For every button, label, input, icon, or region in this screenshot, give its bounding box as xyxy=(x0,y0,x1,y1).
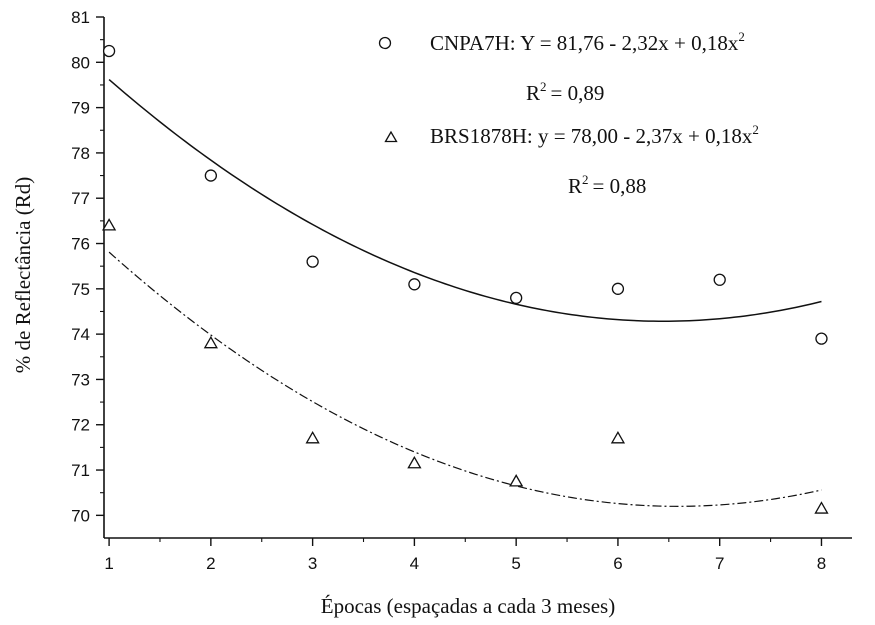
y-axis-title: % de Reflectância (Rd) xyxy=(11,177,35,374)
point-cnpa7h xyxy=(204,169,218,182)
point-brs1878h xyxy=(305,431,320,444)
y-tick-label: 75 xyxy=(71,280,90,299)
y-tick-label: 70 xyxy=(71,506,90,525)
x-axis-title: Épocas (espaçadas a cada 3 meses) xyxy=(321,594,615,618)
y-tick-label: 74 xyxy=(71,325,90,344)
legend-marker-triangle xyxy=(384,130,398,143)
x-ticks: 1 2 3 4 5 6 7 8 xyxy=(104,538,826,573)
legend-r2-cnpa7h: R2 = 0,89 xyxy=(526,79,604,105)
x-tick-label: 3 xyxy=(308,554,317,573)
point-brs1878h xyxy=(101,218,117,231)
point-brs1878h xyxy=(407,455,422,469)
point-cnpa7h xyxy=(713,273,726,286)
point-brs1878h xyxy=(203,335,218,349)
legend-series-name: BRS1878H xyxy=(430,124,527,148)
legend-series-separator: : xyxy=(510,31,520,55)
x-tick-label: 8 xyxy=(817,554,826,573)
legend-r2-label: R xyxy=(568,174,582,198)
legend-series-name: CNPA7H xyxy=(430,31,510,55)
y-tick-label: 80 xyxy=(71,53,90,72)
legend-r2-label: R xyxy=(526,81,540,105)
fit-curve-cnpa7h xyxy=(108,78,822,322)
legend-r2-brs1878h: R2 = 0,88 xyxy=(568,172,646,198)
point-cnpa7h xyxy=(611,282,625,295)
point-cnpa7h xyxy=(815,332,828,345)
y-tick-label: 72 xyxy=(71,416,90,435)
legend-equation: Y = 81,76 - 2,32x + 0,18x xyxy=(520,31,739,55)
point-cnpa7h xyxy=(408,278,421,291)
plot-frame xyxy=(103,17,852,539)
legend-r2-value: = 0,89 xyxy=(551,81,605,105)
legend-equation: y = 78,00 - 2,37x + 0,18x xyxy=(538,124,753,148)
y-tick-label: 77 xyxy=(71,189,90,208)
y-tick-label: 81 xyxy=(71,8,90,27)
x-tick-label: 6 xyxy=(613,554,622,573)
fit-curve-brs1878h xyxy=(108,251,822,507)
y-tick-label: 76 xyxy=(71,235,90,254)
point-cnpa7h xyxy=(510,291,523,305)
point-cnpa7h xyxy=(306,255,319,268)
x-tick-label: 4 xyxy=(410,554,419,573)
legend-marker-circle xyxy=(378,36,392,50)
y-tick-label: 73 xyxy=(71,370,90,389)
legend-entry-cnpa7h: CNPA7H: Y = 81,76 - 2,32x + 0,18x2 xyxy=(430,29,745,55)
legend-series-separator: : xyxy=(527,124,538,148)
y-tick-label: 78 xyxy=(71,144,90,163)
point-brs1878h xyxy=(610,431,626,444)
y-tick-label: 79 xyxy=(71,99,90,118)
legend-equation-exponent: 2 xyxy=(738,29,745,44)
data-points xyxy=(101,44,829,514)
point-brs1878h xyxy=(509,474,524,487)
fit-curves xyxy=(108,78,822,507)
legend-equation-exponent: 2 xyxy=(752,122,759,137)
legend-r2-exponent: 2 xyxy=(582,172,589,187)
x-tick-label: 7 xyxy=(715,554,724,573)
point-cnpa7h xyxy=(102,44,116,58)
legend-r2-value: = 0,88 xyxy=(593,174,647,198)
y-tick-label: 71 xyxy=(71,461,90,480)
x-tick-label: 2 xyxy=(206,554,215,573)
legend-entry-brs1878h: BRS1878H: y = 78,00 - 2,37x + 0,18x2 xyxy=(430,122,759,148)
x-tick-label: 1 xyxy=(104,554,113,573)
legend-r2-exponent: 2 xyxy=(540,79,547,94)
point-brs1878h xyxy=(814,501,829,514)
legend: CNPA7H: Y = 81,76 - 2,32x + 0,18x2 R2 = 0… xyxy=(378,29,759,198)
y-ticks: 70 71 72 73 74 75 76 77 78 79 80 81 xyxy=(71,8,104,525)
x-tick-label: 5 xyxy=(511,554,520,573)
